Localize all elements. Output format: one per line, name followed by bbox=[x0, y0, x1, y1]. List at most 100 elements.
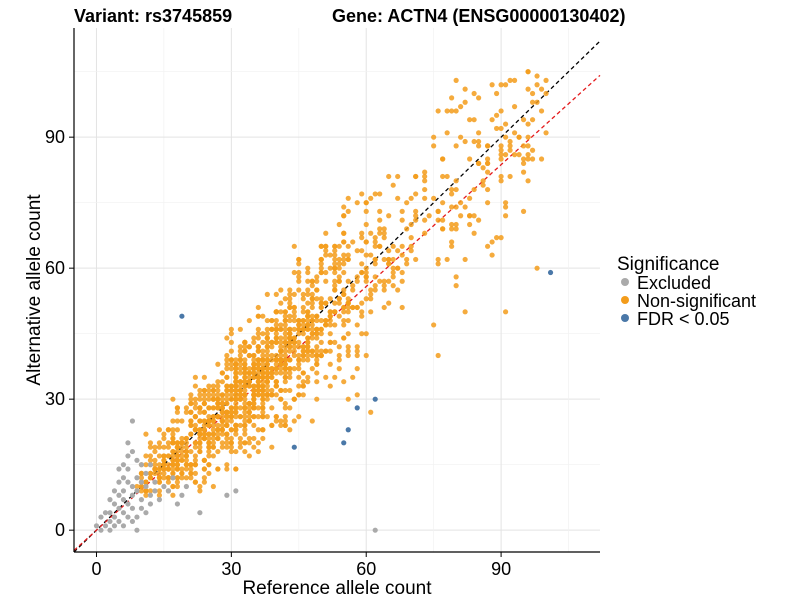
point-non-significant bbox=[224, 422, 230, 428]
point-excluded bbox=[179, 492, 185, 498]
point-non-significant bbox=[390, 265, 396, 271]
point-non-significant bbox=[444, 256, 450, 263]
point-non-significant bbox=[368, 230, 374, 236]
point-non-significant bbox=[309, 313, 315, 319]
point-non-significant bbox=[282, 422, 288, 428]
point-non-significant bbox=[174, 440, 181, 446]
point-excluded bbox=[125, 479, 131, 485]
point-non-significant bbox=[282, 366, 288, 372]
point-non-significant bbox=[260, 392, 266, 398]
point-non-significant bbox=[300, 392, 306, 398]
point-non-significant bbox=[188, 422, 194, 428]
point-non-significant bbox=[156, 453, 163, 459]
point-non-significant bbox=[269, 444, 275, 450]
point-non-significant bbox=[192, 462, 198, 468]
point-non-significant bbox=[170, 462, 176, 468]
point-non-significant bbox=[525, 143, 531, 149]
point-non-significant bbox=[458, 134, 464, 140]
point-non-significant bbox=[282, 414, 288, 420]
point-non-significant bbox=[399, 269, 405, 276]
point-non-significant bbox=[314, 370, 320, 376]
point-non-significant bbox=[269, 387, 275, 394]
point-non-significant bbox=[399, 208, 405, 214]
point-non-significant bbox=[323, 252, 329, 258]
point-non-significant bbox=[170, 431, 176, 437]
point-non-significant bbox=[309, 296, 315, 302]
point-non-significant bbox=[309, 317, 315, 324]
point-excluded bbox=[134, 488, 140, 494]
point-excluded bbox=[138, 497, 145, 503]
point-non-significant bbox=[156, 475, 163, 481]
point-excluded bbox=[107, 497, 113, 503]
point-non-significant bbox=[422, 186, 428, 193]
point-non-significant bbox=[269, 422, 275, 428]
point-non-significant bbox=[282, 326, 288, 332]
point-non-significant bbox=[156, 444, 163, 450]
point-non-significant bbox=[210, 427, 216, 433]
point-non-significant bbox=[219, 431, 225, 437]
point-non-significant bbox=[282, 331, 288, 337]
point-non-significant bbox=[413, 217, 419, 223]
point-non-significant bbox=[480, 182, 486, 188]
point-non-significant bbox=[291, 418, 297, 424]
point-non-significant bbox=[305, 291, 311, 297]
point-non-significant bbox=[233, 400, 239, 407]
point-non-significant bbox=[282, 296, 288, 302]
point-non-significant bbox=[363, 296, 369, 302]
point-non-significant bbox=[228, 339, 234, 345]
point-non-significant bbox=[269, 344, 275, 350]
point-non-significant bbox=[291, 396, 297, 402]
point-non-significant bbox=[201, 374, 207, 380]
point-non-significant bbox=[228, 387, 234, 394]
point-non-significant bbox=[386, 256, 392, 263]
point-non-significant bbox=[520, 156, 527, 162]
point-non-significant bbox=[287, 366, 293, 372]
point-non-significant bbox=[462, 204, 468, 210]
point-excluded bbox=[147, 462, 154, 468]
point-non-significant bbox=[273, 366, 279, 372]
point-non-significant bbox=[296, 414, 302, 420]
point-non-significant bbox=[534, 82, 540, 88]
point-non-significant bbox=[309, 418, 315, 424]
point-non-significant bbox=[502, 134, 509, 140]
point-excluded bbox=[165, 488, 172, 494]
point-non-significant bbox=[408, 235, 414, 241]
point-non-significant bbox=[404, 200, 410, 206]
point-non-significant bbox=[183, 448, 189, 455]
point-non-significant bbox=[215, 379, 221, 385]
point-non-significant bbox=[233, 366, 239, 372]
point-non-significant bbox=[309, 352, 315, 359]
point-non-significant bbox=[440, 217, 446, 223]
point-non-significant bbox=[251, 414, 257, 420]
point-non-significant bbox=[188, 448, 194, 455]
point-non-significant bbox=[260, 405, 266, 411]
point-non-significant bbox=[444, 130, 450, 136]
point-non-significant bbox=[309, 278, 315, 284]
point-non-significant bbox=[264, 317, 270, 324]
point-non-significant bbox=[197, 435, 203, 442]
point-non-significant bbox=[251, 352, 257, 359]
x-tick-label: 60 bbox=[356, 559, 376, 579]
point-non-significant bbox=[233, 414, 239, 420]
point-non-significant bbox=[183, 409, 189, 415]
point-non-significant bbox=[192, 427, 198, 433]
point-non-significant bbox=[183, 453, 189, 459]
point-non-significant bbox=[233, 396, 239, 402]
point-excluded bbox=[147, 501, 154, 507]
point-excluded bbox=[143, 483, 149, 490]
point-non-significant bbox=[260, 409, 266, 415]
point-non-significant bbox=[390, 269, 396, 276]
point-non-significant bbox=[242, 348, 248, 354]
point-non-significant bbox=[273, 361, 279, 367]
point-non-significant bbox=[359, 309, 365, 315]
point-non-significant bbox=[170, 466, 176, 472]
point-non-significant bbox=[440, 173, 446, 180]
point-non-significant bbox=[179, 453, 185, 459]
point-non-significant bbox=[538, 86, 545, 92]
point-non-significant bbox=[305, 339, 311, 345]
point-non-significant bbox=[242, 374, 248, 380]
point-non-significant bbox=[255, 357, 261, 363]
point-non-significant bbox=[206, 396, 212, 402]
point-non-significant bbox=[170, 396, 176, 402]
axes bbox=[73, 28, 600, 553]
